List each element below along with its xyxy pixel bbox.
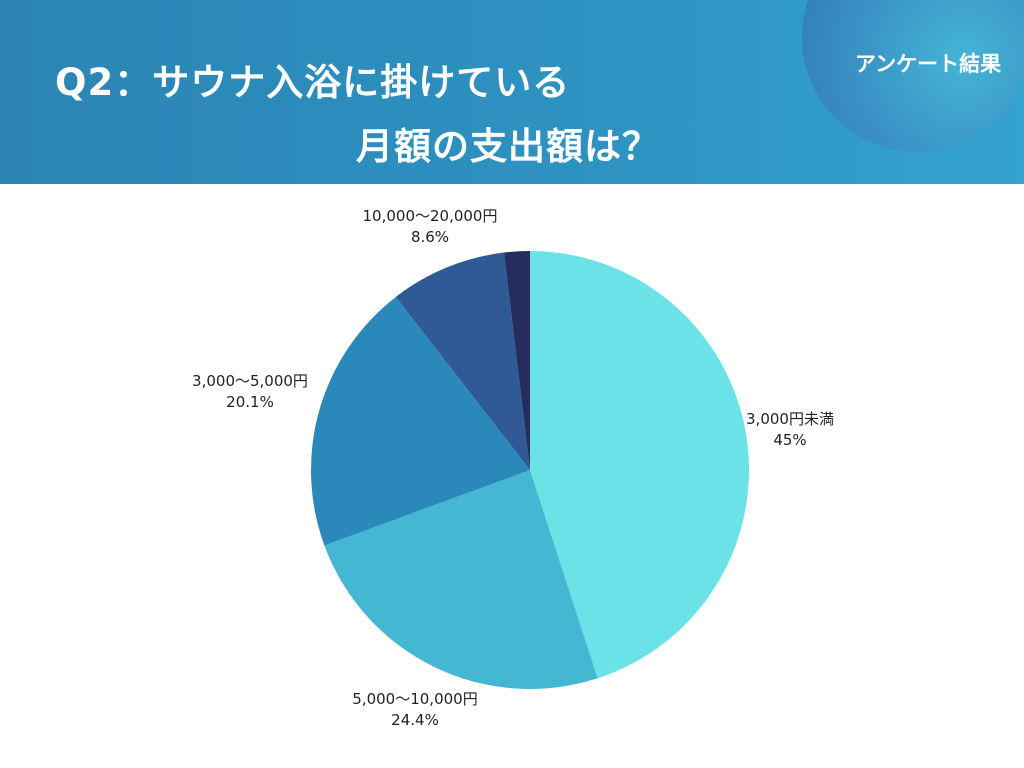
- pie-slice-1: [324, 470, 598, 689]
- slice-label-3: 10,000〜20,000円: [363, 207, 498, 225]
- slice-value-label-0: 45%: [773, 431, 806, 449]
- pie-slice-0: [530, 251, 749, 679]
- pie-slice-3: [395, 252, 530, 470]
- pie-chart: 3,000円未満 45% 5,000〜10,000円 24.4% 3,000〜5,000…: [192, 207, 834, 729]
- slice-value-label-1: 24.4%: [391, 711, 439, 729]
- pie-labels: 3,000円未満 45% 5,000〜10,000円 24.4% 3,000〜5,000…: [192, 207, 834, 729]
- pie-slice-2: [310, 296, 530, 546]
- pie-slice-4: [503, 251, 530, 470]
- slice-label-2: 3,000〜5,000円: [192, 372, 308, 390]
- survey-result-badge: アンケート結果: [855, 52, 1002, 76]
- slice-value-label-2: 20.1%: [226, 393, 274, 411]
- slice-label-1: 5,000〜10,000円: [352, 690, 477, 708]
- pie-slices: [310, 251, 749, 689]
- header-banner: Q2：サウナ入浴に掛けている 月額の支出額は？ アンケート結果: [0, 0, 1024, 184]
- slice-value-label-3: 8.6%: [411, 228, 449, 246]
- page-title-line2: 月額の支出額は？: [356, 125, 660, 168]
- page-title-line1: Q2：サウナ入浴に掛けている: [55, 61, 571, 104]
- slice-label-0: 3,000円未満: [746, 410, 834, 428]
